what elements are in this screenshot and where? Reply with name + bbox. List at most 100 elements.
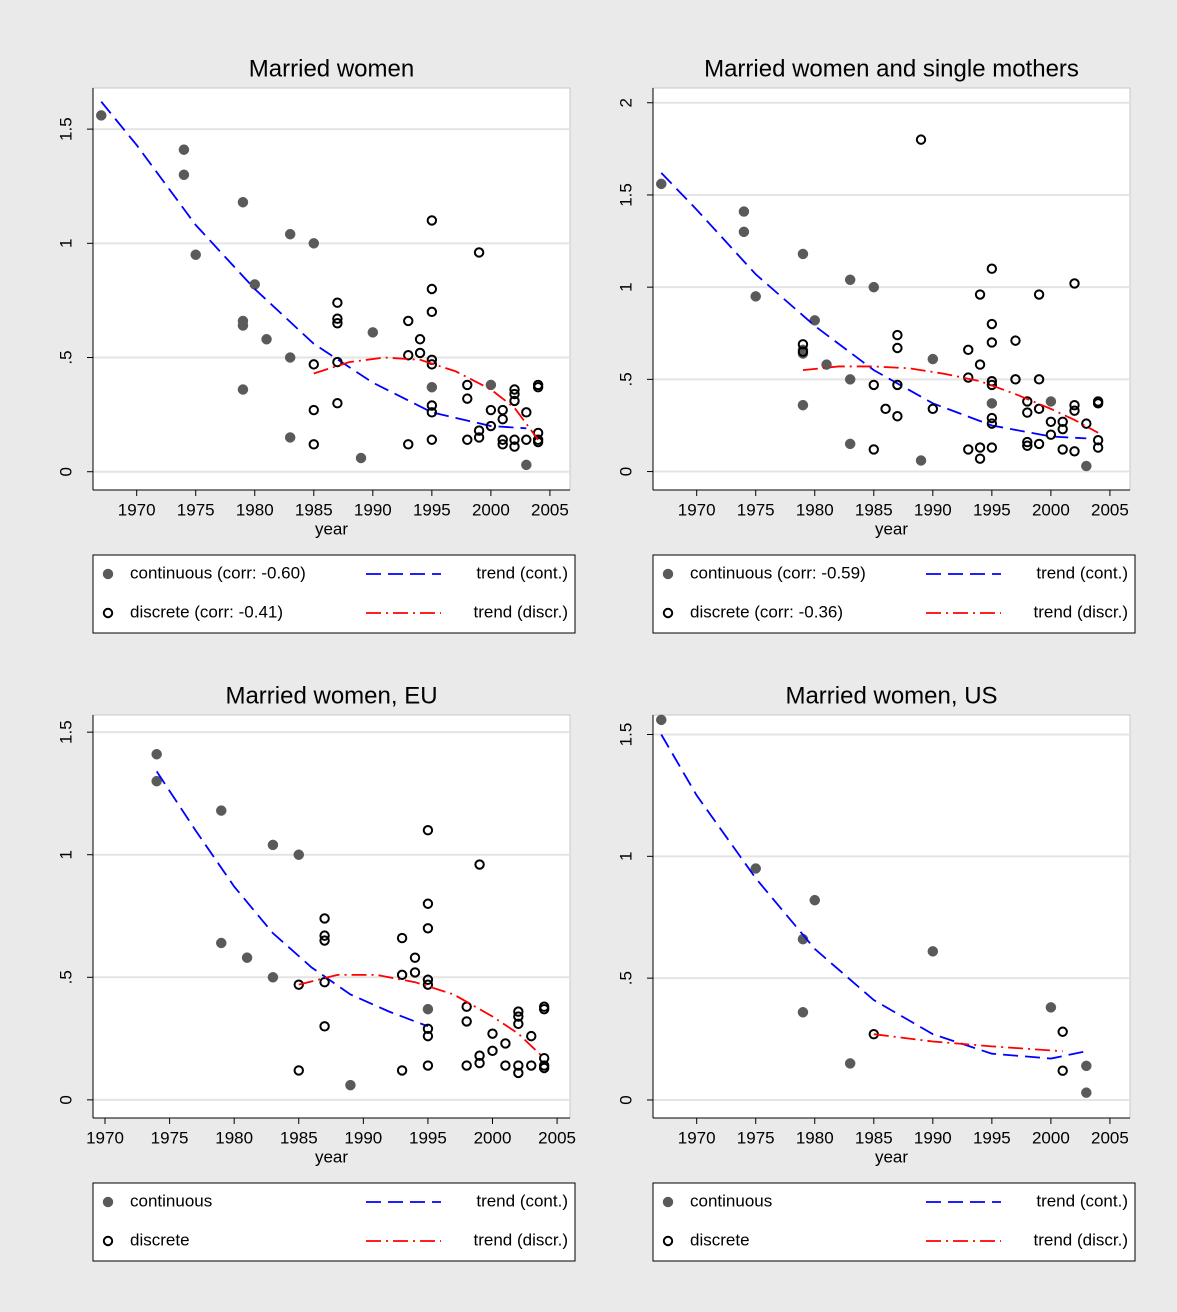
point xyxy=(485,404,497,416)
y-tick-label: .5 xyxy=(56,350,75,364)
chart-title: Married women, EU xyxy=(225,682,437,709)
point xyxy=(1069,446,1080,457)
point xyxy=(986,398,998,409)
trend-line xyxy=(313,356,539,441)
point xyxy=(1033,289,1045,300)
point xyxy=(293,1065,304,1076)
point xyxy=(532,382,544,393)
point xyxy=(986,412,998,424)
point xyxy=(396,932,408,944)
point xyxy=(461,1060,472,1071)
panel: Married women 0 .5 1 1.5 1970 1975 1980 1985 1990… xyxy=(56,55,576,634)
point xyxy=(892,411,903,422)
point xyxy=(249,279,261,290)
y-tick-label: 0 xyxy=(56,467,75,476)
point xyxy=(293,979,304,990)
point xyxy=(1033,438,1045,450)
point xyxy=(738,226,750,238)
point xyxy=(1057,1065,1068,1076)
y-tick-label: 1.5 xyxy=(56,117,75,141)
point xyxy=(474,859,485,870)
point xyxy=(750,291,761,302)
point xyxy=(422,979,434,990)
point xyxy=(1010,374,1021,385)
x-tick-label: 1970 xyxy=(678,500,716,519)
point xyxy=(151,775,162,787)
point xyxy=(974,453,986,464)
point xyxy=(1045,1002,1057,1013)
point xyxy=(426,283,438,295)
legend-label: discrete (corr: -0.41) xyxy=(130,602,283,621)
point xyxy=(1069,399,1080,411)
point xyxy=(426,400,438,411)
point xyxy=(422,1060,434,1071)
x-tick-label: 1970 xyxy=(86,1128,124,1147)
y-tick-label: 2 xyxy=(616,98,635,107)
y-tick-label: 0 xyxy=(616,467,635,476)
point xyxy=(403,439,414,450)
point xyxy=(986,418,998,429)
point xyxy=(509,388,520,400)
point xyxy=(532,436,544,448)
x-tick-label: 2000 xyxy=(1032,1128,1070,1147)
point xyxy=(974,442,986,453)
point xyxy=(986,318,998,330)
point xyxy=(426,359,438,370)
point xyxy=(797,346,809,357)
y-tick-label: .5 xyxy=(616,971,635,985)
x-axis-label: year xyxy=(875,519,908,538)
point xyxy=(355,452,367,464)
point xyxy=(963,444,974,455)
x-tick-label: 1975 xyxy=(177,500,215,519)
point xyxy=(526,1030,537,1042)
point xyxy=(844,438,856,450)
x-tick-label: 1995 xyxy=(413,500,451,519)
point xyxy=(426,306,438,318)
point xyxy=(868,379,879,391)
point xyxy=(1045,416,1057,427)
point xyxy=(345,1079,356,1091)
point xyxy=(974,359,986,370)
panel: Married women, US 0 .5 1 1.5 1970 1975 1980 1985… xyxy=(616,682,1136,1262)
trend-line xyxy=(660,734,1087,1060)
point xyxy=(422,1030,434,1042)
point xyxy=(319,976,330,988)
x-tick-label: 1995 xyxy=(973,500,1011,519)
plot-area xyxy=(92,714,571,1119)
point xyxy=(319,1021,330,1032)
plot-area xyxy=(652,87,1131,491)
point xyxy=(426,381,438,393)
point xyxy=(151,748,162,760)
point xyxy=(656,714,667,726)
point xyxy=(332,313,343,324)
point xyxy=(915,134,927,145)
point xyxy=(485,379,497,391)
point xyxy=(474,1057,485,1069)
point xyxy=(927,403,939,415)
trend-line xyxy=(873,1033,1063,1053)
x-axis-label: year xyxy=(315,1147,348,1166)
point xyxy=(319,930,330,941)
x-tick-label: 1980 xyxy=(236,500,274,519)
point xyxy=(521,407,532,418)
x-tick-label: 1975 xyxy=(737,500,775,519)
point xyxy=(1033,374,1045,385)
point xyxy=(1045,429,1057,440)
point xyxy=(284,432,296,443)
point xyxy=(892,342,903,354)
point xyxy=(332,318,343,329)
point xyxy=(809,894,821,906)
x-tick-label: 1980 xyxy=(796,500,834,519)
point xyxy=(1010,335,1021,346)
x-tick-label: 1985 xyxy=(295,500,333,519)
point xyxy=(892,379,903,391)
point xyxy=(1022,436,1033,448)
point xyxy=(284,352,296,363)
y-tick-label: 0 xyxy=(56,1095,75,1104)
legend-label: trend (discr.) xyxy=(1034,1230,1128,1249)
point xyxy=(538,1062,550,1074)
point xyxy=(367,327,379,338)
chart-title: Married women, US xyxy=(785,682,997,709)
